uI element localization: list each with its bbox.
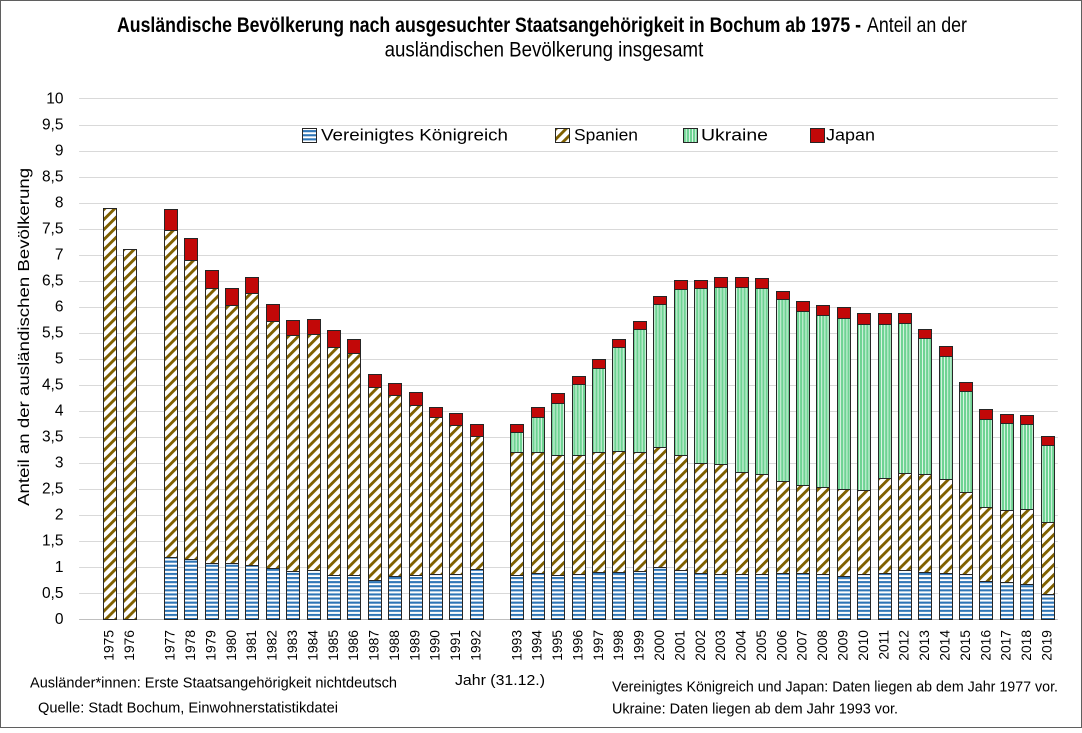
svg-text:2004: 2004 <box>734 630 749 661</box>
svg-text:2009: 2009 <box>836 630 851 661</box>
svg-text:1990: 1990 <box>428 630 443 661</box>
svg-text:Vereinigtes Königreich und Jap: Vereinigtes Königreich und Japan: Daten … <box>612 680 1058 696</box>
svg-text:2000: 2000 <box>652 630 667 661</box>
svg-text:2013: 2013 <box>917 630 932 661</box>
svg-text:1982: 1982 <box>265 630 280 661</box>
svg-text:1985: 1985 <box>326 630 341 661</box>
svg-text:1983: 1983 <box>285 630 300 661</box>
svg-text:3,5: 3,5 <box>42 429 64 446</box>
svg-text:Ukraine: Ukraine <box>701 126 768 145</box>
svg-text:Vereinigtes Königreich: Vereinigtes Königreich <box>321 126 508 145</box>
svg-text:9,5: 9,5 <box>42 116 64 133</box>
svg-text:2001: 2001 <box>672 630 687 661</box>
svg-text:0,5: 0,5 <box>42 585 64 602</box>
svg-text:4: 4 <box>55 403 64 420</box>
svg-text:8,5: 8,5 <box>42 168 64 185</box>
svg-text:1986: 1986 <box>346 630 361 661</box>
svg-text:2019: 2019 <box>1039 630 1054 661</box>
svg-text:2010: 2010 <box>856 630 871 661</box>
svg-text:1998: 1998 <box>611 630 626 661</box>
svg-text:1: 1 <box>55 559 64 576</box>
svg-text:1977: 1977 <box>163 630 178 661</box>
svg-text:Ausländische Bevölkerung nach: Ausländische Bevölkerung nach ausgesucht… <box>117 14 861 37</box>
svg-text:2003: 2003 <box>713 630 728 661</box>
svg-text:2017: 2017 <box>999 630 1014 661</box>
svg-text:Japan: Japan <box>826 126 875 145</box>
svg-text:1987: 1987 <box>367 630 382 661</box>
svg-text:2014: 2014 <box>938 630 953 661</box>
svg-text:1996: 1996 <box>571 630 586 661</box>
svg-text:2: 2 <box>55 507 64 524</box>
svg-text:Anteil an der ausländischen Be: Anteil an der ausländischen Bevölkerung <box>16 168 33 506</box>
svg-text:7: 7 <box>55 247 64 264</box>
svg-text:Anteil an der: Anteil an der <box>867 14 967 37</box>
svg-text:2,5: 2,5 <box>42 481 64 498</box>
svg-text:10: 10 <box>46 90 64 107</box>
svg-text:Quelle: Stadt Bochum, Einwohne: Quelle: Stadt Bochum, Einwohnerstatistik… <box>38 701 338 717</box>
svg-text:2008: 2008 <box>815 630 830 661</box>
svg-text:7,5: 7,5 <box>42 220 64 237</box>
svg-text:6,5: 6,5 <box>42 273 64 290</box>
svg-text:1976: 1976 <box>122 630 137 661</box>
svg-text:1,5: 1,5 <box>42 533 64 550</box>
svg-text:1981: 1981 <box>244 630 259 661</box>
svg-text:2002: 2002 <box>693 630 708 661</box>
svg-text:1991: 1991 <box>448 630 463 661</box>
svg-text:1978: 1978 <box>183 630 198 661</box>
svg-text:5,5: 5,5 <box>42 325 64 342</box>
svg-text:4,5: 4,5 <box>42 377 64 394</box>
svg-text:2018: 2018 <box>1019 630 1034 661</box>
svg-text:1988: 1988 <box>387 630 402 661</box>
svg-text:Ukraine: Daten liegen ab dem J: Ukraine: Daten liegen ab dem Jahr 1993 v… <box>612 702 898 718</box>
svg-text:1999: 1999 <box>632 630 647 661</box>
svg-text:5: 5 <box>55 351 64 368</box>
svg-text:1975: 1975 <box>102 630 117 661</box>
svg-text:1992: 1992 <box>469 630 484 661</box>
svg-text:6: 6 <box>55 299 64 316</box>
svg-text:9: 9 <box>55 142 64 159</box>
svg-text:1980: 1980 <box>224 630 239 661</box>
svg-text:1997: 1997 <box>591 630 606 661</box>
svg-text:2016: 2016 <box>978 630 993 661</box>
svg-text:Ausländer*innen: Erste Staatsa: Ausländer*innen: Erste Staatsangehörigke… <box>30 676 397 692</box>
svg-text:1994: 1994 <box>530 630 545 661</box>
svg-text:2012: 2012 <box>897 630 912 661</box>
svg-text:1993: 1993 <box>509 630 524 661</box>
svg-text:2015: 2015 <box>958 630 973 661</box>
svg-text:2005: 2005 <box>754 630 769 661</box>
svg-text:0: 0 <box>55 611 64 628</box>
svg-text:2006: 2006 <box>774 630 789 661</box>
svg-text:1979: 1979 <box>203 630 218 661</box>
svg-text:3: 3 <box>55 455 64 472</box>
svg-text:ausländischen Bevölkerung insg: ausländischen Bevölkerung insgesamt <box>385 39 704 62</box>
svg-text:8: 8 <box>55 194 64 211</box>
svg-text:2011: 2011 <box>876 630 891 660</box>
svg-text:1984: 1984 <box>305 630 320 661</box>
svg-text:2007: 2007 <box>795 630 810 661</box>
svg-text:1995: 1995 <box>550 630 565 661</box>
svg-text:Spanien: Spanien <box>574 126 638 145</box>
svg-text:Jahr (31.12.): Jahr (31.12.) <box>455 672 545 689</box>
svg-text:1989: 1989 <box>407 630 422 661</box>
